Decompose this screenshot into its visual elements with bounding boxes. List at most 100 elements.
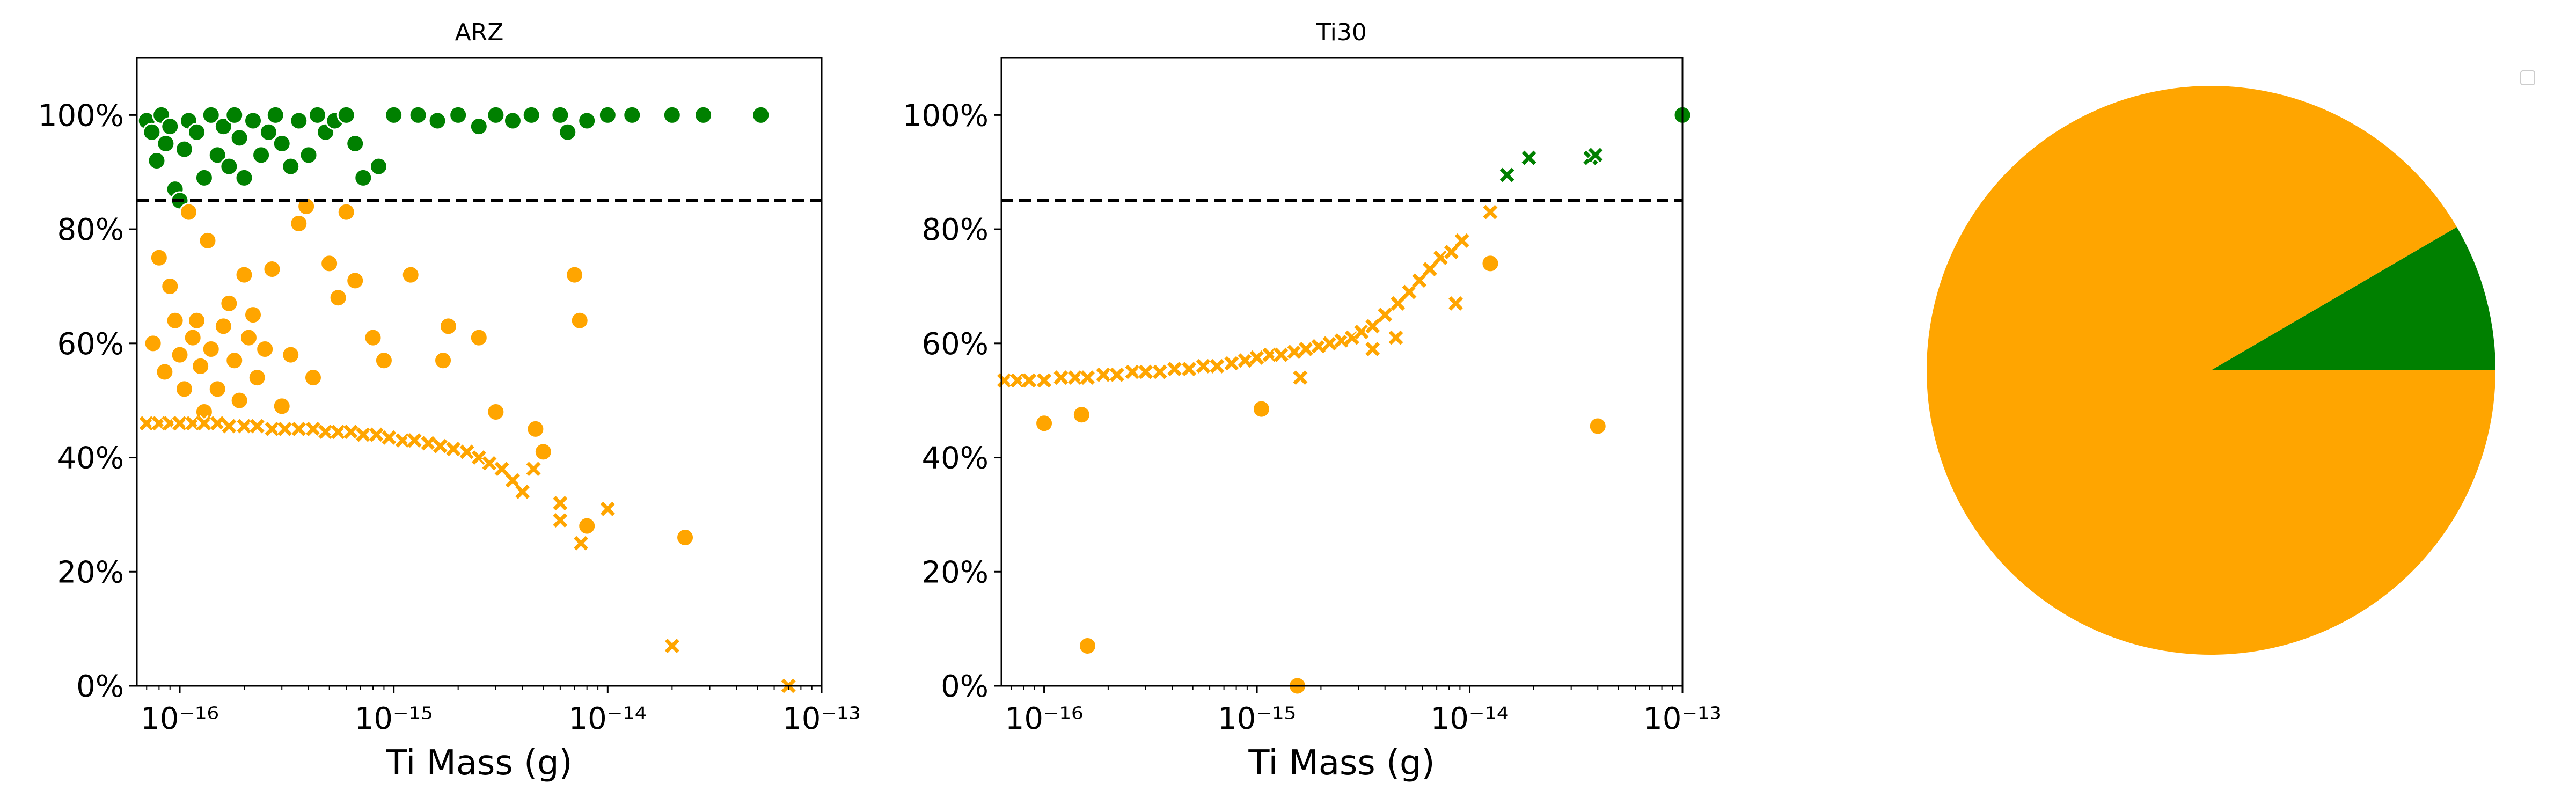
arz-point [299,145,318,165]
arz-x-tick-label: 10⁻¹³ [782,701,861,736]
arz-point-x [459,444,474,459]
arz-point-x [343,425,358,440]
ti30-point-x [1365,341,1380,356]
arz-point-x [446,442,461,457]
arz-point [262,260,282,279]
arz-point-x [237,419,252,434]
ti30-point-x [1422,262,1437,277]
ti30-y-tick-label: 0% [941,669,989,704]
arz-point [272,134,291,153]
arz-point [214,117,233,136]
arz-point-x [172,416,187,431]
arz-point-x [369,427,384,442]
arz-point-x [265,421,280,436]
arz-point-x [505,473,520,488]
ti30-point-x [1182,362,1197,377]
arz-point-x [250,419,265,434]
ti30-point-x [1378,308,1393,323]
ti30-point-x [1249,350,1264,365]
arz-point [438,317,458,336]
ti30-point-x [1499,167,1514,182]
ti30-title: Ti30 [1316,19,1367,46]
arz-point [143,334,163,353]
ti30-point-x [1444,245,1459,260]
ti30-x-tick-label: 10⁻¹³ [1643,701,1722,736]
arz-point [598,105,617,125]
ti30-point-x [1022,373,1037,388]
ti30-point-x [1125,364,1140,379]
arz-point [533,442,553,462]
ti30-point-x [1388,330,1403,345]
arz-point [239,328,258,347]
arz-point [219,294,239,313]
ti30-point [1588,416,1607,436]
ti30-point-x [1483,204,1498,219]
arz-point [408,105,428,125]
arz-point [149,248,169,267]
arz-point [230,391,249,410]
ti30-point-x [1068,370,1082,385]
arz-point [522,105,541,125]
arz-point-x [395,433,410,448]
ti30-point [1072,405,1091,425]
ti30-y-tick-label: 100% [903,98,989,133]
arz-point [259,122,278,142]
arz-point [244,111,263,130]
ti30-point [1078,636,1097,656]
arz-marks [137,105,797,694]
ti30-axes-frame [1000,57,1684,687]
ti30-x-tick-label: 10⁻¹⁵ [1218,701,1296,736]
arz-point [201,105,221,125]
ti30-point-x [1274,347,1289,362]
arz-point [198,231,217,250]
arz-point-x [291,421,306,436]
arz-x-tick-label: 10⁻¹⁴ [568,701,647,736]
ti30-point-x [1109,367,1124,382]
arz-point [428,111,447,130]
ti30-point-x [1521,150,1536,165]
arz-point [230,128,249,148]
arz-point [170,345,189,364]
arz-point [142,122,162,142]
arz-point-x [553,496,568,511]
ti30-y-tick-label: 20% [922,555,989,590]
arz-point [272,397,291,416]
arz-point [160,276,180,296]
arz-point [551,105,570,125]
arz-point [570,311,589,330]
ti30-point-x [1224,356,1239,371]
ti30-y-tick-label: 60% [922,327,989,362]
arz-point [662,105,682,125]
ti30-marks [996,105,1692,696]
arz-point [577,111,597,130]
arz-point [374,351,393,370]
arz-point-x [471,450,486,465]
arz-point-x [574,536,588,551]
arz-y-tick-label: 20% [57,555,124,590]
arz-point [289,214,309,233]
ti30-point-x [1391,296,1406,311]
arz-point [255,339,275,358]
arz-scatter-panel: ARZ 10⁻¹⁶ 10⁻¹⁵ 10⁻¹⁴ 10⁻¹³0%20%40%60%80%10… [38,19,861,783]
arz-point-x [222,419,237,434]
ti30-point-x [1080,370,1095,385]
arz-point [354,168,373,187]
arz-point [208,145,227,165]
arz-point [160,117,180,136]
arz-point-x [210,416,225,431]
arz-point [208,379,227,399]
arz-y-tick-label: 0% [76,669,124,704]
arz-point-x [494,462,509,477]
ti30-point-x [1196,358,1211,374]
arz-point [235,168,254,187]
arz-point [751,105,771,125]
arz-y-tick-label: 80% [57,213,124,247]
arz-point [486,105,506,125]
ti30-point-x [1334,333,1349,348]
arz-point [247,368,267,387]
arz-ticks: 10⁻¹⁶ 10⁻¹⁵ 10⁻¹⁴ 10⁻¹³ 0% 20% 40% 60% 80% 100% [38,98,861,736]
ti30-point [1035,414,1054,433]
ti30-point-x [1365,319,1380,334]
arz-point [558,122,577,142]
arz-point-x [382,430,397,445]
